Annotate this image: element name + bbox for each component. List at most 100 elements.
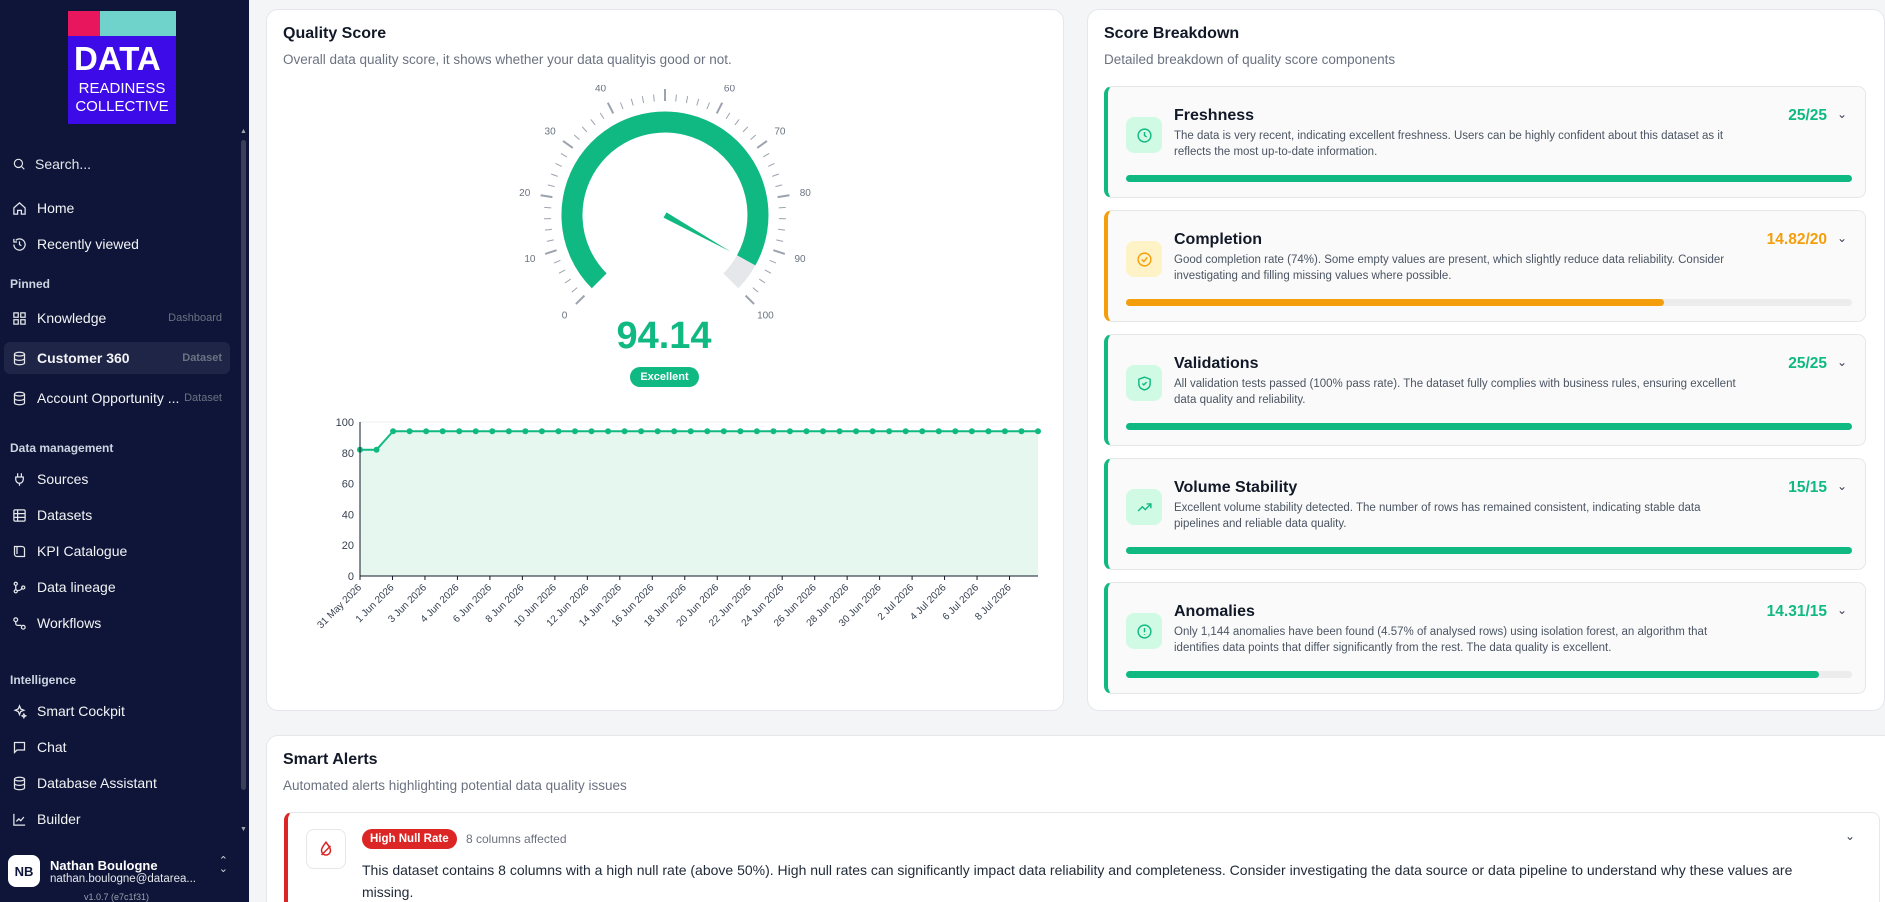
breakdown-name: Anomalies: [1174, 603, 1255, 620]
chart-point: [720, 428, 727, 435]
sidebar-item-label: Builder: [37, 811, 81, 827]
user-menu[interactable]: NB Nathan Boulogne nathan.boulogne@datar…: [8, 851, 240, 891]
alert-high-null-rate[interactable]: High Null Rate 8 columns affected This d…: [284, 812, 1880, 902]
gauge-tick-label: 90: [794, 254, 806, 265]
x-tick-label: 8 Jul 2026: [973, 582, 1014, 623]
gauge-tick: [769, 259, 777, 264]
gauge-tick: [575, 294, 586, 305]
sidebar-item-label: Database Assistant: [37, 775, 157, 791]
y-tick-label: 40: [342, 509, 354, 521]
app-version: v1.0.7 (e7c1f31): [84, 892, 150, 902]
progress-track: [1126, 671, 1852, 678]
home-icon: [11, 200, 27, 216]
scroll-up-arrow[interactable]: ▲: [240, 128, 247, 135]
sidebar-item-recently-viewed[interactable]: Recently viewed: [4, 228, 230, 260]
breakdown-volume-stability[interactable]: Volume Stability Excellent volume stabil…: [1104, 458, 1866, 570]
gauge-needle: [663, 212, 731, 252]
gauge-tick-label: 0: [562, 310, 568, 320]
gauge-tick: [606, 102, 615, 114]
gauge-tick: [562, 140, 574, 149]
breakdown-anomalies[interactable]: Anomalies Only 1,144 anomalies have been…: [1104, 582, 1866, 694]
breakdown-name: Freshness: [1174, 107, 1255, 124]
breakdown-freshness[interactable]: Freshness The data is very recent, indic…: [1104, 86, 1866, 198]
gauge-tick: [776, 239, 784, 242]
table-icon: [11, 507, 27, 523]
gauge-tick-label: 10: [524, 254, 536, 265]
gauge-tick: [546, 239, 554, 242]
chevron-down-icon[interactable]: ⌄: [1836, 355, 1847, 369]
chart-point: [373, 446, 380, 453]
gauge-fill: [561, 111, 769, 289]
sidebar-item-label: Account Opportunity ...: [37, 390, 180, 406]
chart-point: [1001, 428, 1008, 435]
sidebar-item-datasets[interactable]: Datasets: [4, 499, 230, 531]
gauge-tick: [564, 278, 571, 284]
search-placeholder: Search...: [35, 156, 92, 172]
logo-line-2: READINESS: [78, 80, 166, 97]
gauge-tick: [544, 249, 557, 255]
gauge-tick: [550, 173, 558, 177]
chart-area: [360, 431, 1038, 576]
book-icon: [11, 543, 27, 559]
sidebar-item-database-assistant[interactable]: Database Assistant: [4, 767, 230, 799]
chart-point: [605, 428, 612, 435]
sidebar-item-sources[interactable]: Sources: [4, 463, 230, 495]
sidebar-item-home[interactable]: Home: [4, 192, 230, 224]
logo-pink-block: [68, 11, 100, 36]
sidebar-item-chat[interactable]: Chat: [4, 731, 230, 763]
sidebar-item-label: Workflows: [37, 615, 102, 631]
history-icon: [11, 236, 27, 252]
breakdown-description: All validation tests passed (100% pass r…: [1174, 378, 1736, 406]
chart-point: [786, 428, 793, 435]
sidebar-item-label: Data lineage: [37, 579, 116, 595]
sidebar-item-knowledge[interactable]: Knowledge Dashboard: [4, 302, 230, 334]
gauge-tick: [599, 112, 605, 120]
chevron-down-icon[interactable]: ⌄: [1836, 231, 1847, 245]
quality-score-subtitle: Overall data quality score, it shows whe…: [283, 52, 732, 67]
search-input[interactable]: Search...: [12, 152, 232, 176]
chart-point: [968, 428, 975, 435]
chart-point: [638, 428, 645, 435]
clock-icon: [1126, 117, 1162, 153]
gauge-tick-label: 100: [757, 310, 774, 320]
alert-text: This dataset contains 8 columns with a h…: [362, 862, 1793, 900]
sidebar-item-smart-cockpit[interactable]: Smart Cockpit: [4, 695, 230, 727]
sidebar-item-workflows[interactable]: Workflows: [4, 607, 230, 639]
sidebar-item-label: Smart Cockpit: [37, 703, 125, 719]
gauge-tick-label: 20: [519, 188, 531, 199]
breakdown-description: Excellent volume stability detected. The…: [1174, 502, 1701, 530]
sidebar-item-customer-360[interactable]: Customer 360 Dataset: [4, 342, 230, 374]
breakdown-validations[interactable]: Validations All validation tests passed …: [1104, 334, 1866, 446]
gauge-tick-label: 60: [724, 85, 736, 94]
chevron-down-icon[interactable]: ⌄: [1836, 107, 1847, 121]
gauge-tick: [571, 287, 578, 293]
alert-badge: High Null Rate: [362, 829, 457, 849]
section-label-data-management: Data management: [10, 441, 114, 455]
y-tick-label: 20: [342, 540, 354, 552]
sidebar-item-builder[interactable]: Builder: [4, 803, 230, 835]
chart-point: [1035, 428, 1041, 435]
chart-point: [472, 428, 479, 435]
sidebar-item-label: Knowledge: [37, 310, 107, 326]
gauge-tick: [558, 269, 566, 274]
chart-point: [919, 428, 926, 435]
chevron-down-icon[interactable]: ⌄: [1844, 829, 1855, 843]
sparkles-icon: [11, 703, 27, 719]
chevron-down-icon[interactable]: ⌄: [1836, 479, 1847, 493]
chart-point: [489, 428, 496, 435]
sidebar-item-data-lineage[interactable]: Data lineage: [4, 571, 230, 603]
chat-icon: [11, 739, 27, 755]
sidebar-scrollbar[interactable]: [241, 140, 246, 790]
breakdown-completion[interactable]: Completion Good completion rate (74%). S…: [1104, 210, 1866, 322]
scroll-down-arrow[interactable]: ▼: [240, 826, 247, 833]
chevron-down-icon[interactable]: ⌄: [1836, 603, 1847, 617]
gauge-tick: [734, 119, 740, 126]
score-breakdown-title: Score Breakdown: [1104, 25, 1240, 42]
logo[interactable]: DATA READINESS COLLECTIVE: [68, 11, 176, 124]
sidebar-item-account-opportunity[interactable]: Account Opportunity ... Dataset: [4, 382, 230, 414]
sidebar-item-kpi-catalogue[interactable]: KPI Catalogue: [4, 535, 230, 567]
gauge-tick-label: 40: [595, 85, 607, 94]
chart-point: [406, 428, 413, 435]
plug-icon: [11, 471, 27, 487]
